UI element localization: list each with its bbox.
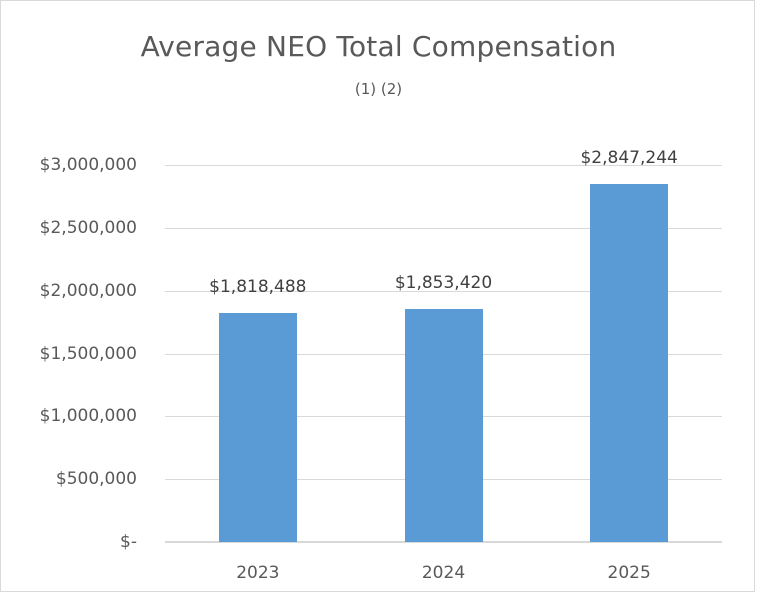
bar-2025 (590, 184, 669, 542)
x-axis-line (165, 541, 722, 543)
y-tick-label: $2,500,000 (39, 217, 137, 238)
chart-title: Average NEO Total Compensation (140, 30, 617, 63)
y-tick-label: $2,000,000 (39, 280, 137, 301)
y-tick-label: $- (120, 532, 137, 552)
data-label: $1,818,488 (209, 277, 307, 298)
data-label: $1,853,420 (394, 273, 493, 294)
chart-subtitle: (1) (2) (354, 80, 403, 98)
gridline (165, 227, 722, 229)
x-tick-label: 2024 (421, 563, 466, 583)
bar-2023 (218, 313, 297, 542)
bar-2024 (404, 309, 483, 542)
y-tick-label: $1,500,000 (39, 343, 137, 364)
x-tick-label: 2023 (236, 563, 280, 583)
y-tick-label: $3,000,000 (39, 155, 137, 175)
data-label: $2,847,244 (580, 148, 678, 169)
x-tick-label: 2025 (607, 563, 651, 583)
y-tick-label: $500,000 (55, 469, 137, 490)
y-tick-label: $1,000,000 (39, 406, 137, 427)
gridline (165, 165, 722, 166)
gridline (165, 290, 722, 292)
